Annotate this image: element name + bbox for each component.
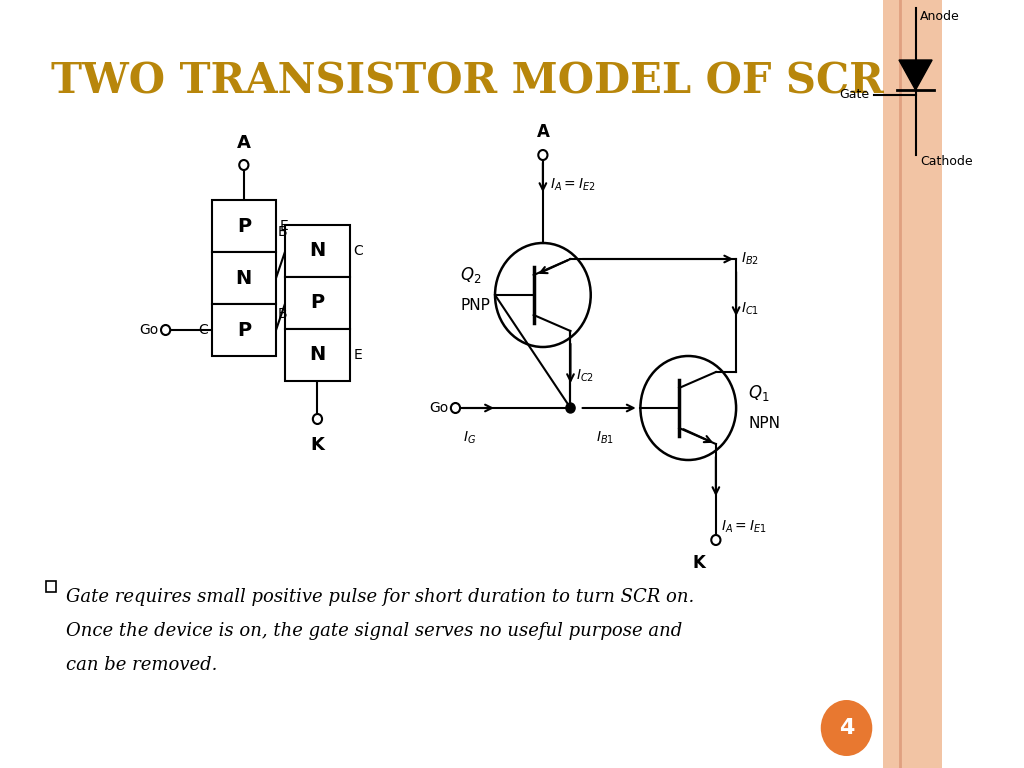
Text: C: C	[199, 323, 208, 337]
Circle shape	[539, 150, 548, 160]
Text: E: E	[353, 348, 362, 362]
Text: N: N	[309, 241, 326, 260]
Text: $I_{B1}$: $I_{B1}$	[596, 430, 614, 446]
Text: C: C	[353, 244, 364, 258]
Bar	[286, 277, 349, 329]
Text: E: E	[280, 219, 289, 233]
Text: PNP: PNP	[460, 297, 489, 313]
Text: Gate: Gate	[840, 88, 869, 101]
Text: B: B	[278, 225, 288, 239]
Circle shape	[161, 325, 170, 335]
Text: N: N	[309, 346, 326, 365]
Text: $Q_1$: $Q_1$	[749, 383, 769, 403]
Bar	[286, 225, 349, 277]
Polygon shape	[899, 60, 932, 90]
Bar	[286, 329, 349, 381]
Text: Go: Go	[139, 323, 159, 337]
Circle shape	[712, 535, 721, 545]
Text: $I_{B2}$: $I_{B2}$	[740, 251, 759, 267]
Text: A: A	[237, 134, 251, 152]
Circle shape	[566, 403, 575, 413]
Text: P: P	[237, 320, 251, 339]
Text: P: P	[237, 217, 251, 236]
Text: $I_{C1}$: $I_{C1}$	[740, 301, 759, 317]
Text: Cathode: Cathode	[921, 155, 973, 168]
Text: $I_{C2}$: $I_{C2}$	[577, 368, 594, 384]
Text: P: P	[310, 293, 325, 313]
Text: $I_A = I_{E2}$: $I_A = I_{E2}$	[550, 177, 596, 194]
Bar	[46, 581, 56, 592]
Text: $I_A = I_{E1}$: $I_A = I_{E1}$	[721, 518, 767, 535]
Text: K: K	[693, 554, 706, 572]
Circle shape	[313, 414, 323, 424]
Bar	[212, 200, 276, 252]
Bar	[212, 252, 276, 304]
Circle shape	[821, 700, 872, 756]
Text: Once the device is on, the gate signal serves no useful purpose and: Once the device is on, the gate signal s…	[67, 622, 683, 640]
Bar	[884, 0, 942, 768]
Text: A: A	[537, 123, 549, 141]
Circle shape	[240, 160, 249, 170]
Text: TWO TRANSISTOR MODEL OF SCR: TWO TRANSISTOR MODEL OF SCR	[50, 61, 884, 103]
Text: NPN: NPN	[749, 415, 780, 431]
Text: $I_G$: $I_G$	[463, 430, 476, 446]
Bar	[212, 304, 276, 356]
Text: K: K	[310, 436, 325, 454]
Text: Anode: Anode	[921, 10, 959, 23]
Text: $Q_2$: $Q_2$	[460, 265, 481, 285]
Circle shape	[451, 403, 460, 413]
Text: Go: Go	[429, 401, 449, 415]
Text: B: B	[278, 307, 288, 321]
Text: N: N	[236, 269, 252, 287]
Text: can be removed.: can be removed.	[67, 656, 218, 674]
Text: 4: 4	[839, 718, 854, 738]
Text: Gate requires small positive pulse for short duration to turn SCR on.: Gate requires small positive pulse for s…	[67, 588, 694, 606]
